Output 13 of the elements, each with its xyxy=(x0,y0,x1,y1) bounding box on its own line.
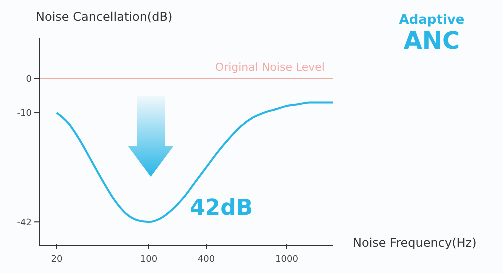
y-tick-label: -10 xyxy=(17,109,32,120)
y-axis-title: Noise Cancellation(dB) xyxy=(36,10,173,24)
x-tick-label: 100 xyxy=(140,255,158,265)
line-series xyxy=(56,102,334,224)
y-tick-label: 0 xyxy=(26,75,32,86)
x-tick-label: 1000 xyxy=(276,255,299,265)
annotation: 42dB xyxy=(190,196,254,221)
x-tick-label: 400 xyxy=(198,255,216,265)
text: Adaptive ANC xyxy=(398,13,466,56)
x-tick-label: 20 xyxy=(51,255,63,265)
y-tick-label: -42 xyxy=(17,218,32,228)
ref-line-label: Original Noise Level xyxy=(215,60,325,74)
x-axis-title: Noise Frequency(Hz) xyxy=(353,236,477,250)
